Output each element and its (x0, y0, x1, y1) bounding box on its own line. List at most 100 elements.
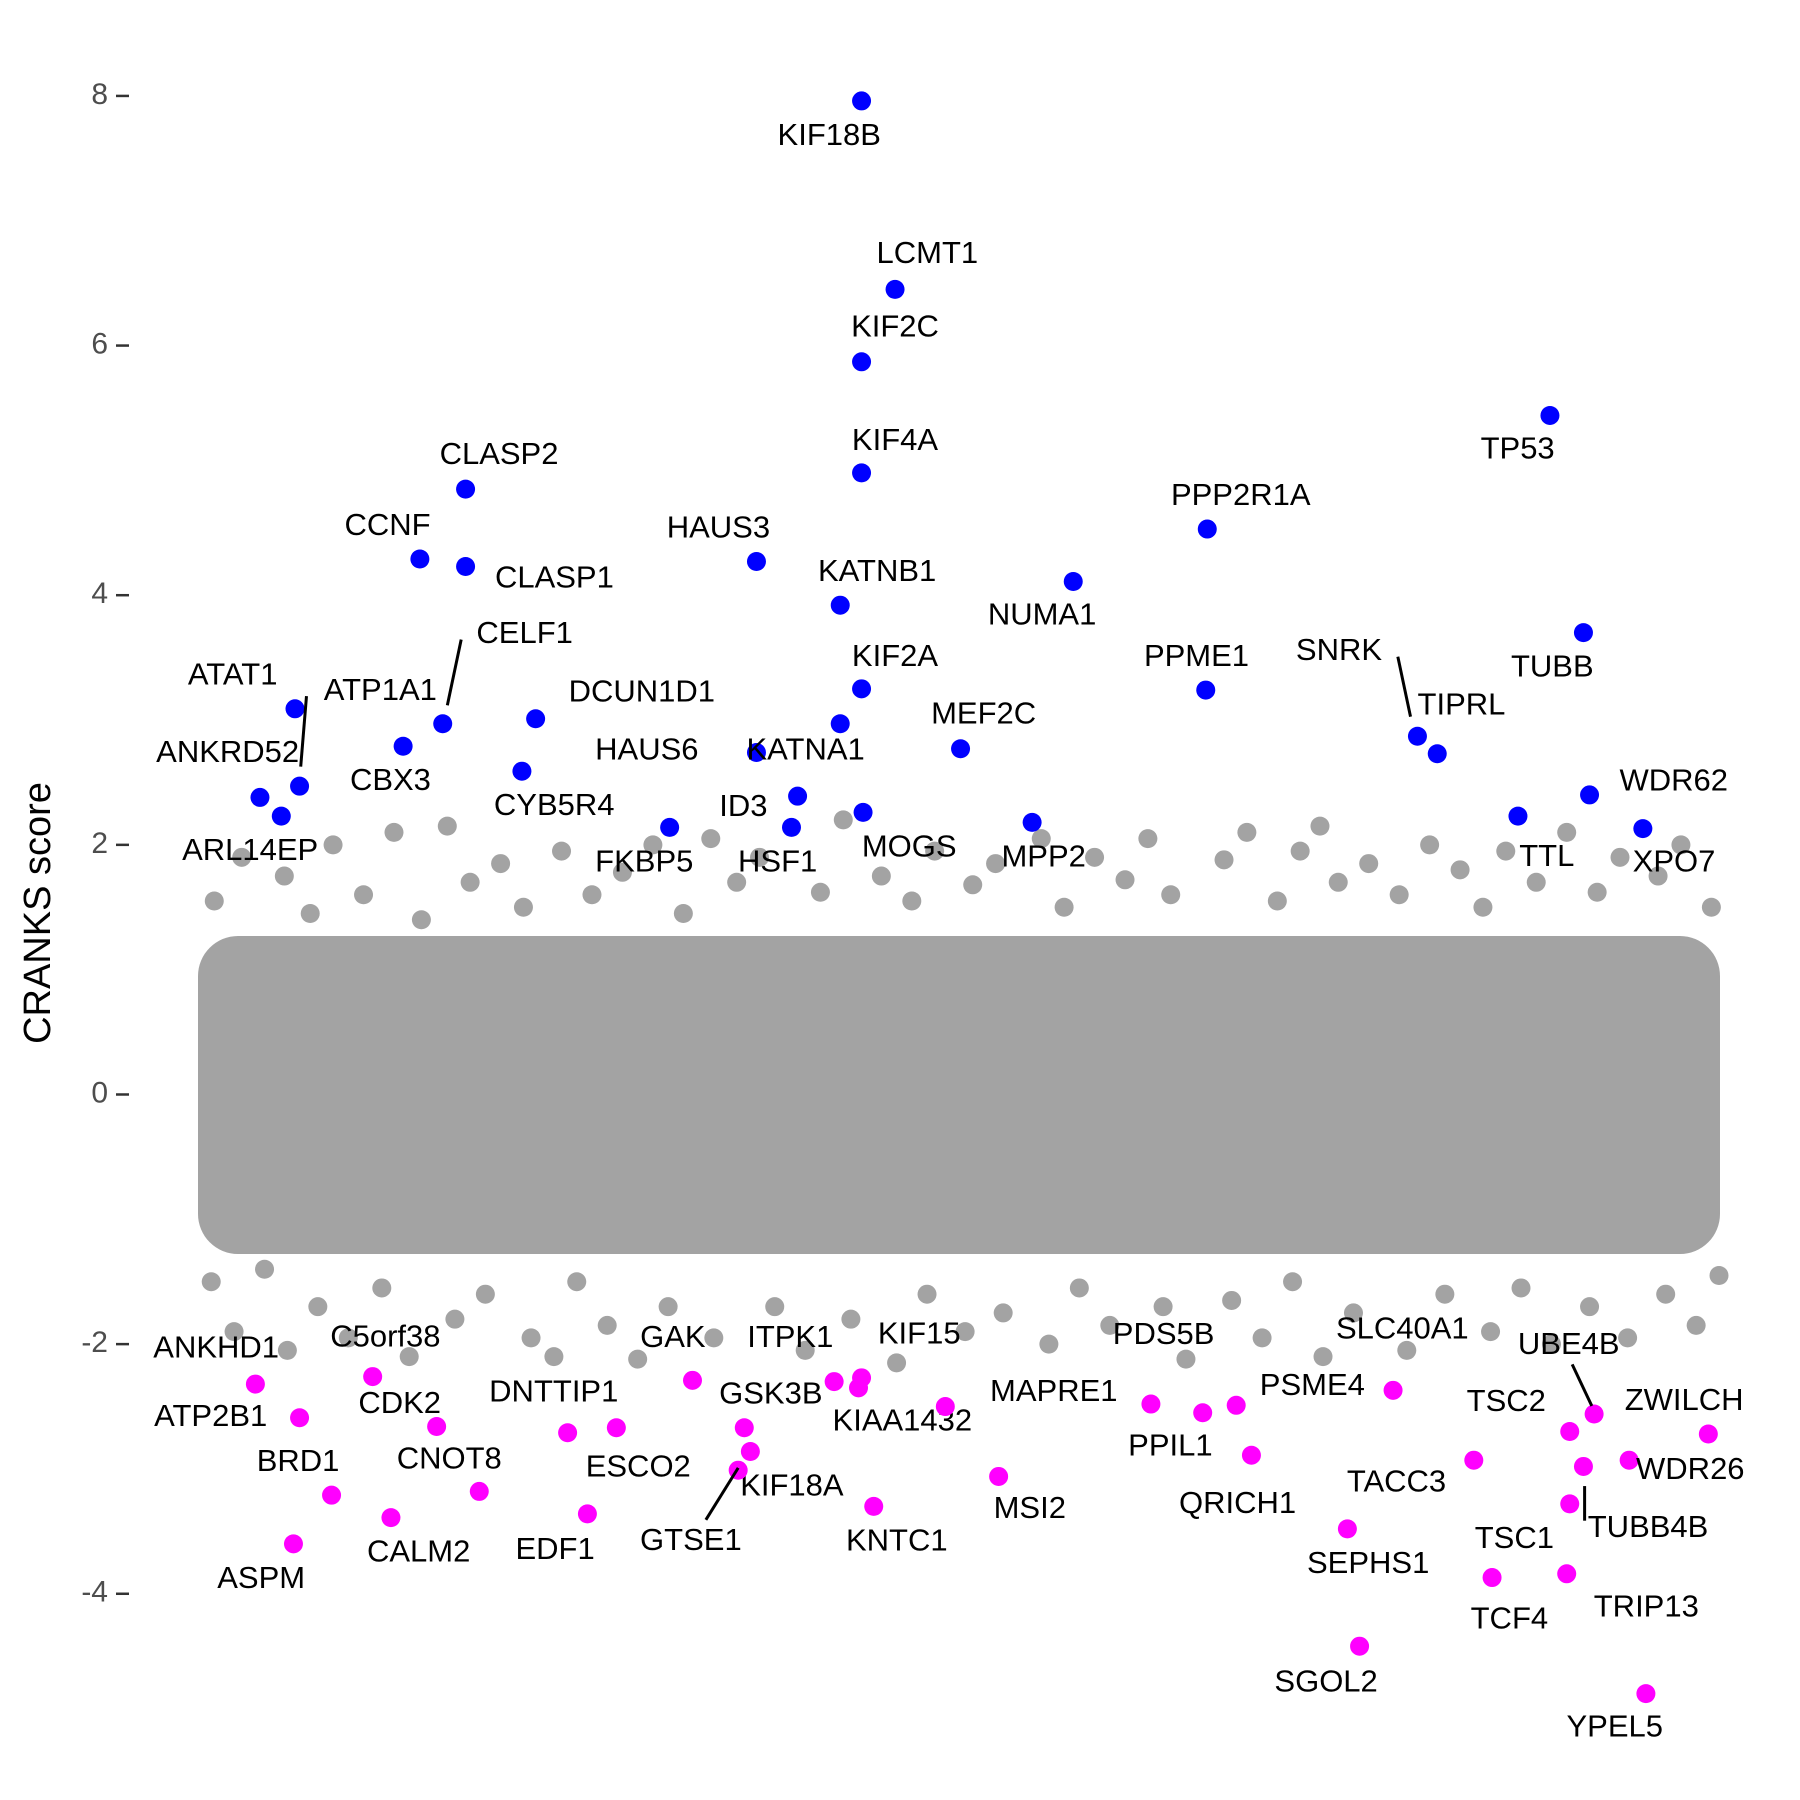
point (1633, 819, 1653, 839)
point (810, 882, 830, 902)
point (1389, 885, 1409, 905)
point (1580, 785, 1600, 805)
point-label: NUMA1 (988, 596, 1097, 631)
point-label: SEPHS1 (1307, 1545, 1429, 1580)
point-label: HAUS6 (595, 732, 698, 767)
point-label: WDR62 (1620, 762, 1729, 797)
point-label: MAPRE1 (990, 1373, 1117, 1408)
point-label: HSF1 (738, 843, 817, 878)
point (885, 279, 905, 299)
point (1313, 1347, 1333, 1367)
point (232, 847, 252, 867)
point (658, 1297, 678, 1317)
point-label: MSI2 (994, 1490, 1066, 1525)
point (1350, 1636, 1370, 1656)
point (1267, 891, 1287, 911)
point (852, 352, 872, 372)
point-label: PPME1 (1144, 638, 1249, 673)
point (852, 463, 872, 483)
point (1197, 519, 1217, 539)
point-label: MOGS (862, 828, 957, 863)
point (993, 1303, 1013, 1323)
point (1464, 1450, 1484, 1470)
point (1686, 1315, 1706, 1335)
point (433, 714, 453, 734)
point-label: CYB5R4 (494, 787, 615, 822)
point (1153, 1297, 1173, 1317)
point-label: LCMT1 (877, 235, 979, 270)
point (255, 1259, 275, 1279)
point (393, 736, 413, 756)
point-label: SNRK (1296, 632, 1382, 667)
point-label: TSC2 (1467, 1383, 1546, 1418)
point (1435, 1284, 1455, 1304)
y-axis-label: CRANKS score (17, 782, 59, 1044)
point (1383, 1380, 1403, 1400)
leader-line (704, 1467, 740, 1521)
leader-line (1396, 656, 1412, 717)
point (308, 1297, 328, 1317)
point (1100, 1315, 1120, 1335)
point (1511, 1278, 1531, 1298)
point (1573, 623, 1593, 643)
point-label: KIF2A (852, 638, 938, 673)
point (746, 742, 766, 762)
point (1619, 1450, 1639, 1470)
point (682, 1370, 702, 1390)
point (1359, 854, 1379, 874)
point (271, 806, 291, 826)
point (285, 699, 305, 719)
point (989, 1466, 1009, 1486)
point (1573, 1456, 1593, 1476)
point (1039, 1334, 1059, 1354)
point (1283, 1272, 1303, 1292)
point (513, 897, 533, 917)
point (727, 872, 747, 892)
point (612, 862, 632, 882)
point-label: CBX3 (350, 762, 431, 797)
point (323, 835, 343, 855)
point (354, 885, 374, 905)
point (1397, 1340, 1417, 1360)
point-label: PPP2R1A (1171, 477, 1311, 512)
point (283, 1534, 303, 1554)
point (1648, 866, 1668, 886)
point (1541, 1334, 1561, 1354)
point (1557, 1564, 1577, 1584)
point (290, 1408, 310, 1428)
point (1587, 882, 1607, 902)
point-label: ITPK1 (747, 1319, 833, 1354)
point (935, 1397, 955, 1417)
point (1407, 726, 1427, 746)
point-label: KIF4A (852, 422, 938, 457)
point (290, 776, 310, 796)
point (1310, 816, 1330, 836)
point (1022, 812, 1042, 832)
point (411, 910, 431, 930)
point-label: KIF18A (740, 1467, 844, 1502)
point (963, 875, 983, 895)
point (1610, 847, 1630, 867)
leader-line (299, 696, 308, 767)
point (372, 1278, 392, 1298)
point-label: MPP2 (1001, 838, 1085, 873)
point (833, 810, 853, 830)
point-label: YPEL5 (1566, 1708, 1663, 1743)
point (902, 891, 922, 911)
y-tick-label: -2 (81, 1326, 108, 1359)
point (871, 866, 891, 886)
point (852, 679, 872, 699)
point (399, 1347, 419, 1367)
point (1656, 1284, 1676, 1304)
point (986, 854, 1006, 874)
point-label: DCUN1D1 (569, 674, 715, 709)
point (1141, 1394, 1161, 1414)
point (1115, 870, 1135, 890)
point (512, 761, 532, 781)
point (1237, 822, 1257, 842)
point-label: SGOL2 (1274, 1663, 1377, 1698)
point (300, 904, 320, 923)
point (1420, 835, 1440, 855)
point-label: PPIL1 (1128, 1428, 1212, 1463)
point (606, 1418, 626, 1438)
